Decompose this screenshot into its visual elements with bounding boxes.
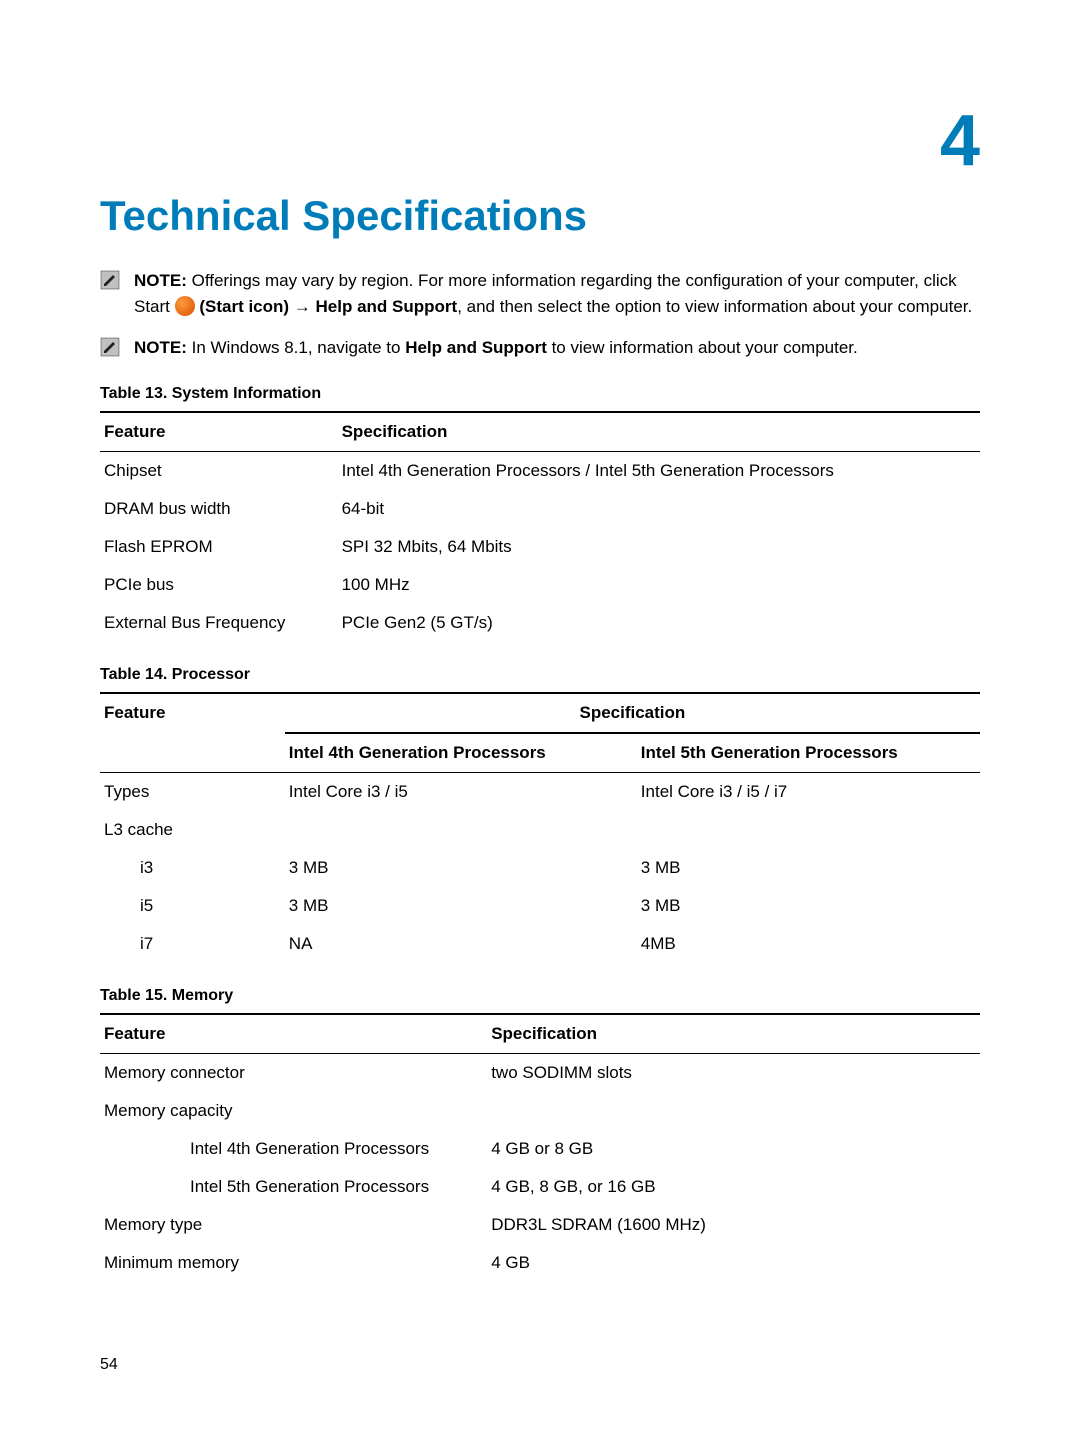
table-row: PCIe bus100 MHz [100, 566, 980, 604]
cell-spec: Intel 4th Generation Processors / Intel … [338, 452, 980, 491]
table-row: i7NA4MB [100, 925, 980, 963]
table-row: Memory capacity [100, 1092, 980, 1130]
table-caption-sysinfo: Table 13. System Information [100, 385, 980, 403]
cell-feature: Minimum memory [100, 1244, 487, 1282]
table-row: i33 MB3 MB [100, 849, 980, 887]
pencil-note-icon [100, 270, 120, 290]
cell-feature: Memory type [100, 1206, 487, 1244]
table-row: Flash EPROMSPI 32 Mbits, 64 Mbits [100, 528, 980, 566]
cell-gen5: 4MB [637, 925, 980, 963]
table-memory: Feature Specification Memory connectortw… [100, 1013, 980, 1282]
cell-feature: Flash EPROM [100, 528, 338, 566]
chapter-number: 4 [100, 100, 980, 182]
cell-spec: DDR3L SDRAM (1600 MHz) [487, 1206, 980, 1244]
table-row: Intel 4th Generation Processors4 GB or 8… [100, 1130, 980, 1168]
cell-spec [487, 1092, 980, 1130]
cell-feature: Intel 5th Generation Processors [100, 1168, 487, 1206]
th-feature: Feature [100, 1014, 487, 1054]
th-feature: Feature [100, 693, 285, 773]
pencil-note-icon [100, 337, 120, 357]
th-spec: Specification [285, 693, 980, 733]
cell-spec: PCIe Gen2 (5 GT/s) [338, 604, 980, 642]
th-feature: Feature [100, 412, 338, 452]
cell-gen4: Intel Core i3 / i5 [285, 773, 637, 812]
note-label: NOTE: [134, 271, 187, 290]
cell-feature: External Bus Frequency [100, 604, 338, 642]
note-text-1: NOTE: Offerings may vary by region. For … [134, 268, 980, 321]
table-row: Intel 5th Generation Processors4 GB, 8 G… [100, 1168, 980, 1206]
cell-feature: Intel 4th Generation Processors [100, 1130, 487, 1168]
page-title: Technical Specifications [100, 192, 980, 240]
cell-gen5: Intel Core i3 / i5 / i7 [637, 773, 980, 812]
table-caption-processor: Table 14. Processor [100, 666, 980, 684]
table-row: Minimum memory4 GB [100, 1244, 980, 1282]
note-block-1: NOTE: Offerings may vary by region. For … [100, 268, 980, 321]
cell-spec: two SODIMM slots [487, 1054, 980, 1093]
cell-spec: 64-bit [338, 490, 980, 528]
table-sysinfo: Feature Specification ChipsetIntel 4th G… [100, 411, 980, 642]
table-row: TypesIntel Core i3 / i5Intel Core i3 / i… [100, 773, 980, 812]
table-caption-memory: Table 15. Memory [100, 987, 980, 1005]
table-row: i53 MB3 MB [100, 887, 980, 925]
cell-spec: 4 GB or 8 GB [487, 1130, 980, 1168]
cell-gen5 [637, 811, 980, 849]
start-icon [175, 296, 195, 316]
cell-gen5: 3 MB [637, 887, 980, 925]
th-spec: Specification [487, 1014, 980, 1054]
table-row: L3 cache [100, 811, 980, 849]
table-row: DRAM bus width64-bit [100, 490, 980, 528]
cell-gen4: NA [285, 925, 637, 963]
th-gen4: Intel 4th Generation Processors [285, 733, 637, 773]
th-gen5: Intel 5th Generation Processors [637, 733, 980, 773]
table-row: External Bus FrequencyPCIe Gen2 (5 GT/s) [100, 604, 980, 642]
table-row: Memory connectortwo SODIMM slots [100, 1054, 980, 1093]
table-row: Memory typeDDR3L SDRAM (1600 MHz) [100, 1206, 980, 1244]
th-spec: Specification [338, 412, 980, 452]
cell-gen5: 3 MB [637, 849, 980, 887]
cell-feature: Types [100, 773, 285, 812]
cell-gen4 [285, 811, 637, 849]
table-row: ChipsetIntel 4th Generation Processors /… [100, 452, 980, 491]
cell-feature: i3 [100, 849, 285, 887]
cell-gen4: 3 MB [285, 849, 637, 887]
page-number: 54 [100, 1356, 118, 1374]
cell-spec: 4 GB [487, 1244, 980, 1282]
cell-spec: 4 GB, 8 GB, or 16 GB [487, 1168, 980, 1206]
cell-feature: i7 [100, 925, 285, 963]
cell-feature: PCIe bus [100, 566, 338, 604]
cell-feature: i5 [100, 887, 285, 925]
cell-feature: Memory connector [100, 1054, 487, 1093]
note-label: NOTE: [134, 338, 187, 357]
cell-gen4: 3 MB [285, 887, 637, 925]
cell-feature: Chipset [100, 452, 338, 491]
cell-feature: Memory capacity [100, 1092, 487, 1130]
table-processor: Feature Specification Intel 4th Generati… [100, 692, 980, 963]
cell-feature: DRAM bus width [100, 490, 338, 528]
cell-spec: SPI 32 Mbits, 64 Mbits [338, 528, 980, 566]
cell-feature: L3 cache [100, 811, 285, 849]
note-text-2: NOTE: In Windows 8.1, navigate to Help a… [134, 335, 858, 361]
note-block-2: NOTE: In Windows 8.1, navigate to Help a… [100, 335, 980, 361]
cell-spec: 100 MHz [338, 566, 980, 604]
